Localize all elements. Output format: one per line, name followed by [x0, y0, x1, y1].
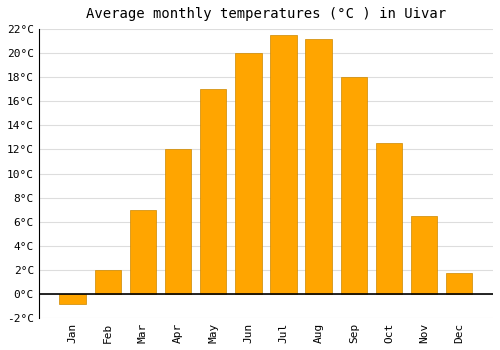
Bar — [94, 270, 121, 294]
Bar — [411, 216, 438, 294]
Bar — [130, 210, 156, 294]
Bar — [165, 149, 191, 294]
Bar — [340, 77, 367, 294]
Bar — [446, 273, 472, 294]
Bar — [376, 144, 402, 294]
Title: Average monthly temperatures (°C ) in Uivar: Average monthly temperatures (°C ) in Ui… — [86, 7, 446, 21]
Bar — [306, 39, 332, 294]
Bar — [60, 294, 86, 303]
Bar — [270, 35, 296, 294]
Bar — [235, 53, 262, 294]
Bar — [200, 89, 226, 294]
